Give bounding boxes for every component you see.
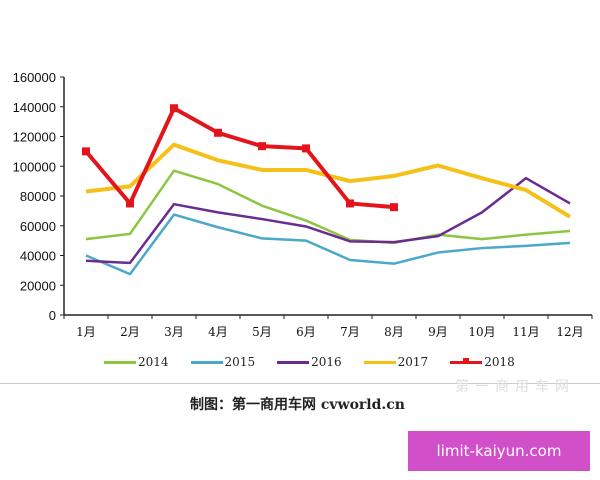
series-line-2017 [85,142,572,219]
legend-swatch [450,357,483,364]
legend-swatch [104,360,136,364]
divider [0,383,600,384]
series-line-2016 [85,176,571,265]
y-tick-label: 140000 [13,100,56,115]
x-tick-label: 11月 [512,325,539,339]
x-tick-label: 7月 [340,325,360,339]
legend-label: 2018 [484,355,515,369]
x-tick-label: 10月 [468,325,495,339]
legend-item-2018: 2018 [450,355,515,369]
y-tick-label: 160000 [13,70,56,85]
legend-swatch [363,360,396,364]
x-tick-label: 12月 [556,325,583,339]
y-tick-label: 20000 [20,278,56,293]
watermark: 第一商用车网 [455,379,575,395]
legend-label: 2015 [224,355,256,369]
data-point-2018 [82,147,90,156]
series-line-2018 [84,106,395,210]
legend-item-2017: 2017 [363,355,429,369]
chart-credit: 制图：第一商用车网 cvworld.cn [190,397,405,413]
x-tick-label: 6月 [296,325,316,339]
series-line-2015 [85,213,571,276]
legend-label: 2017 [397,355,429,369]
data-point-2018 [170,104,178,113]
data-point-2018 [214,128,222,137]
data-point-2018 [126,199,134,208]
x-tick-label: 4月 [208,325,228,339]
x-tick-label: 1月 [76,325,96,339]
y-tick-label: 120000 [13,130,56,145]
y-tick-label: 0 [49,308,56,323]
data-point-2018 [346,199,354,208]
x-tick-label: 2月 [120,325,140,339]
site-badge[interactable]: limit-kaiyun.com [408,431,590,471]
x-tick-label: 8月 [384,325,404,339]
y-tick-label: 40000 [20,249,56,264]
legend-label: 2014 [138,355,169,369]
data-point-2018 [258,142,266,151]
legend-label: 2016 [311,355,342,369]
legend-item-2014: 2014 [104,355,169,369]
legend: 2014 2015 2016 2017 2018 [104,355,515,369]
data-point-2018 [302,144,310,153]
legend-swatch [190,360,223,364]
legend-item-2016: 2016 [277,355,342,369]
data-point-2018 [390,203,398,212]
x-tick-label: 3月 [164,325,184,339]
x-tick-label: 9月 [428,325,448,339]
legend-item-2015: 2015 [190,355,256,369]
y-tick-label: 100000 [13,159,56,174]
series-line-2014 [85,169,571,245]
line-chart: 0 20000 40000 60000 80000 100000 120000 140000 1… [13,70,593,339]
y-tick-label: 60000 [20,219,56,234]
y-tick-label: 80000 [20,189,56,204]
x-tick-label: 5月 [252,325,272,339]
legend-swatch [277,360,310,364]
